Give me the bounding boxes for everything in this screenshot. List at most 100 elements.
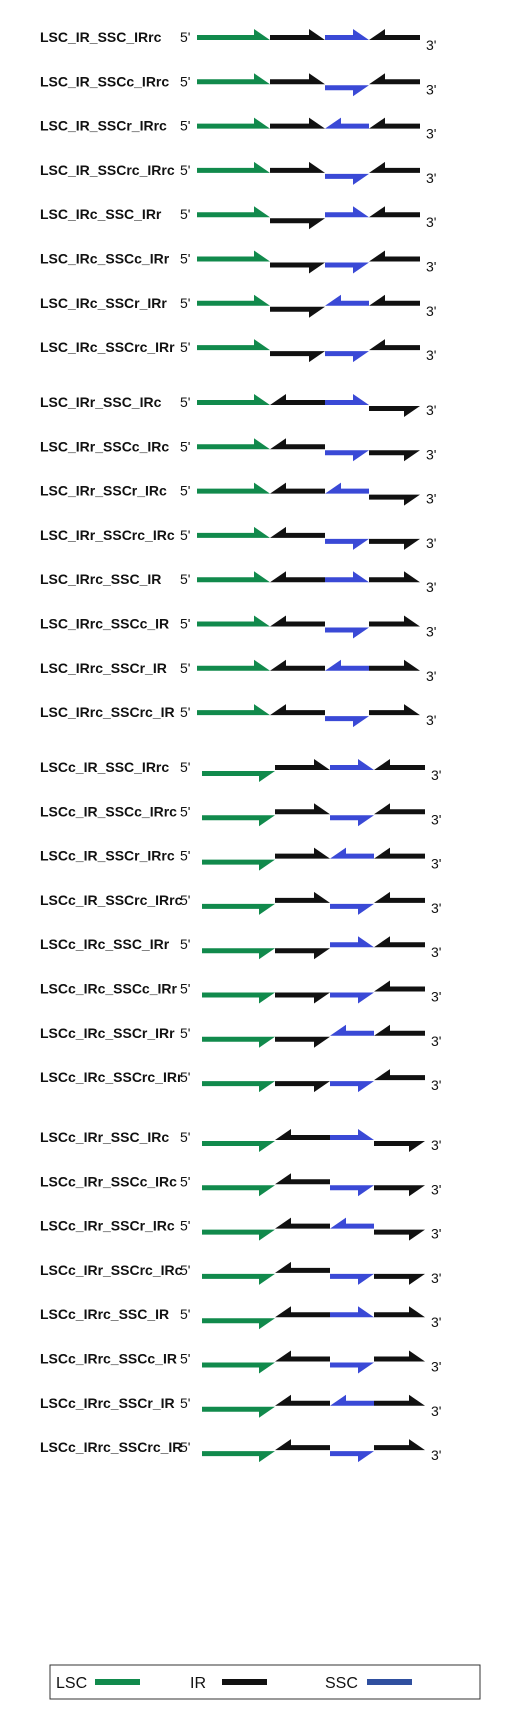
ir-1-segment-arrow bbox=[275, 1439, 330, 1451]
ssc-segment-arrow bbox=[325, 294, 369, 306]
five-prime-label: 5' bbox=[180, 118, 190, 134]
three-prime-label: 3' bbox=[431, 1314, 441, 1330]
three-prime-label: 3' bbox=[431, 1270, 441, 1286]
ir-2-segment-arrow bbox=[374, 936, 425, 948]
five-prime-label: 5' bbox=[180, 206, 190, 222]
three-prime-label: 3' bbox=[431, 1359, 441, 1375]
legend-label-ir: IR bbox=[190, 1675, 206, 1692]
lsc-segment-arrow bbox=[197, 615, 270, 627]
structure-row: LSC_IRrc_SSCr_IR 5' 3' bbox=[40, 659, 436, 684]
five-prime-label: 5' bbox=[180, 438, 190, 454]
three-prime-label: 3' bbox=[431, 1403, 441, 1419]
structure-row: LSCc_IRrc_SSCr_IR 5' 3' bbox=[40, 1394, 441, 1419]
lsc-segment-arrow bbox=[197, 704, 270, 716]
ssc-segment-arrow bbox=[325, 262, 369, 274]
lsc-segment-arrow bbox=[197, 294, 270, 306]
row-label: LSCc_IRc_SSC_IRr bbox=[40, 936, 170, 952]
legend: LSC IR SSC bbox=[49, 1664, 481, 1700]
ir-1-segment-arrow bbox=[270, 262, 325, 274]
ir-1-segment-arrow bbox=[275, 1173, 330, 1185]
ir-2-segment-arrow bbox=[374, 1185, 425, 1197]
ir-2-segment-arrow bbox=[374, 1069, 425, 1081]
ssc-segment-arrow bbox=[325, 482, 369, 494]
five-prime-label: 5' bbox=[180, 29, 190, 45]
ir-1-segment-arrow bbox=[275, 759, 330, 770]
ssc-segment-arrow bbox=[330, 1185, 374, 1197]
structure-row: LSC_IR_SSC_IRrc 5' 3' bbox=[40, 29, 436, 53]
ssc-segment-arrow bbox=[325, 450, 369, 462]
ir-2-segment-arrow bbox=[374, 1024, 425, 1036]
three-prime-label: 3' bbox=[426, 37, 436, 53]
ir-1-segment-arrow bbox=[275, 803, 330, 815]
structure-row: LSC_IR_SSCc_IRrc 5' 3' bbox=[40, 73, 436, 97]
row-label: LSCc_IR_SSCrc_IRrc bbox=[40, 892, 183, 908]
legend-swatch-ir bbox=[222, 1679, 267, 1685]
ssc-segment-arrow bbox=[330, 759, 374, 770]
lsc-segment-arrow bbox=[197, 250, 270, 262]
ir-1-segment-arrow bbox=[275, 1217, 330, 1229]
structure-row: LSC_IRc_SSCrc_IRr 5' 3' bbox=[40, 339, 436, 363]
ir-2-segment-arrow bbox=[374, 759, 425, 770]
ssc-segment-arrow bbox=[330, 936, 374, 948]
lsc-segment-arrow bbox=[197, 526, 270, 538]
ir-2-segment-arrow bbox=[374, 1394, 425, 1406]
ir-2-segment-arrow bbox=[369, 571, 420, 583]
structure-row: LSCc_IRr_SSCc_IRc 5' 3' bbox=[40, 1173, 441, 1197]
ssc-segment-arrow bbox=[330, 1081, 374, 1093]
ir-2-segment-arrow bbox=[374, 1439, 425, 1451]
ir-1-segment-arrow bbox=[275, 1306, 330, 1318]
ir-1-segment-arrow bbox=[270, 438, 325, 450]
lsc-segment-arrow bbox=[202, 1406, 275, 1418]
ir-2-segment-arrow bbox=[369, 704, 420, 716]
lsc-segment-arrow bbox=[202, 1273, 275, 1285]
five-prime-label: 5' bbox=[180, 483, 190, 499]
ir-2-segment-arrow bbox=[369, 659, 420, 671]
legend-label-ssc: SSC bbox=[325, 1675, 358, 1692]
row-label: LSC_IRr_SSCrc_IRc bbox=[40, 527, 175, 543]
ir-2-segment-arrow bbox=[374, 803, 425, 815]
ir-1-segment-arrow bbox=[270, 161, 325, 173]
three-prime-label: 3' bbox=[426, 259, 436, 275]
three-prime-label: 3' bbox=[431, 944, 441, 960]
three-prime-label: 3' bbox=[426, 347, 436, 363]
five-prime-label: 5' bbox=[180, 394, 190, 410]
row-label: LSC_IR_SSCrc_IRrc bbox=[40, 162, 175, 178]
ir-2-segment-arrow bbox=[374, 847, 425, 859]
five-prime-label: 5' bbox=[180, 295, 190, 311]
ssc-segment-arrow bbox=[330, 1451, 374, 1463]
ir-1-segment-arrow bbox=[270, 73, 325, 85]
lsc-segment-arrow bbox=[197, 73, 270, 85]
lsc-segment-arrow bbox=[197, 206, 270, 218]
structure-row: LSCc_IRr_SSCr_IRc 5' 3' bbox=[40, 1217, 441, 1242]
ssc-segment-arrow bbox=[330, 1024, 374, 1036]
five-prime-label: 5' bbox=[180, 251, 190, 267]
ir-1-segment-arrow bbox=[275, 1261, 330, 1273]
ssc-segment-arrow bbox=[325, 659, 369, 671]
lsc-segment-arrow bbox=[202, 771, 275, 782]
five-prime-label: 5' bbox=[180, 803, 190, 819]
lsc-segment-arrow bbox=[202, 992, 275, 1004]
three-prime-label: 3' bbox=[431, 1181, 441, 1197]
three-prime-label: 3' bbox=[426, 668, 436, 684]
five-prime-label: 5' bbox=[180, 339, 190, 355]
lsc-segment-arrow bbox=[197, 29, 270, 40]
five-prime-label: 5' bbox=[180, 1218, 190, 1234]
row-label: LSCc_IRr_SSCr_IRc bbox=[40, 1218, 175, 1234]
five-prime-label: 5' bbox=[180, 1262, 190, 1278]
ssc-segment-arrow bbox=[325, 173, 369, 185]
structure-row: LSC_IRc_SSCc_IRr 5' 3' bbox=[40, 250, 436, 275]
three-prime-label: 3' bbox=[431, 767, 441, 783]
row-label: LSC_IR_SSCr_IRrc bbox=[40, 118, 167, 134]
five-prime-label: 5' bbox=[180, 759, 190, 775]
ir-1-segment-arrow bbox=[270, 394, 325, 405]
ssc-segment-arrow bbox=[330, 847, 374, 859]
ir-1-segment-arrow bbox=[275, 948, 330, 960]
row-label: LSCc_IRr_SSCrc_IRc bbox=[40, 1262, 183, 1278]
five-prime-label: 5' bbox=[180, 1069, 190, 1085]
five-prime-label: 5' bbox=[180, 571, 190, 587]
lsc-segment-arrow bbox=[202, 1081, 275, 1093]
three-prime-label: 3' bbox=[426, 624, 436, 640]
structure-row: LSCc_IRc_SSCr_IRr 5' 3' bbox=[40, 1024, 441, 1049]
structure-row: LSCc_IRc_SSC_IRr 5' 3' bbox=[40, 936, 441, 960]
